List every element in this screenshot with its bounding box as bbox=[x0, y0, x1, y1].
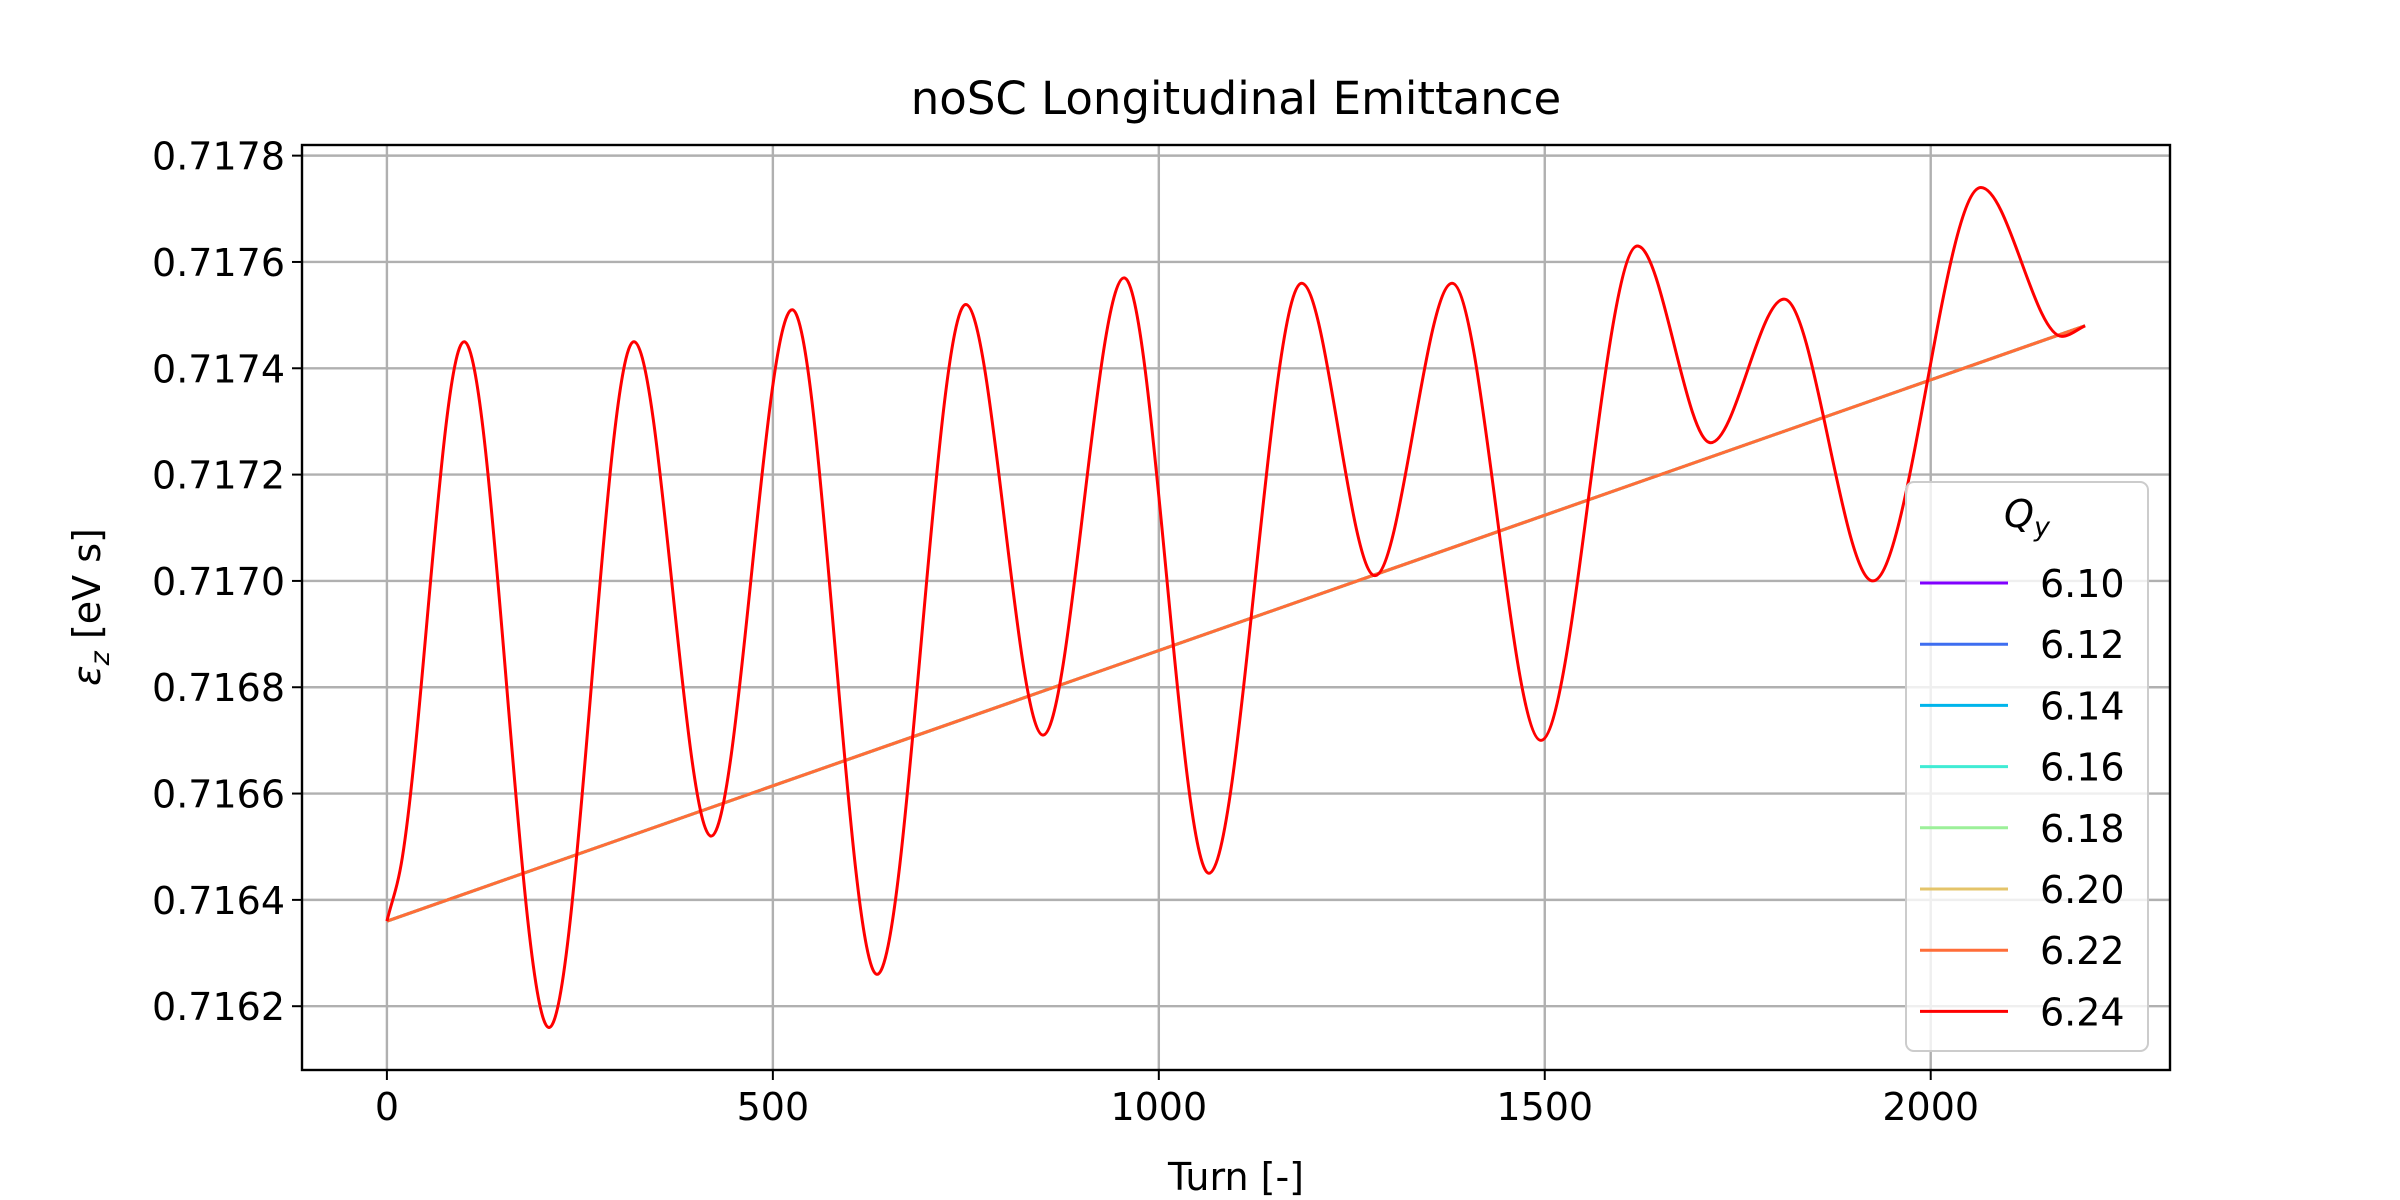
x-tick-label: 1000 bbox=[1110, 1085, 1207, 1129]
legend-label: 6.22 bbox=[2040, 929, 2125, 973]
y-axis-label: εz [eV s] bbox=[65, 528, 116, 686]
y-tick-label: 0.7174 bbox=[152, 347, 285, 391]
y-axis-label-symbol: ε bbox=[65, 665, 109, 686]
legend-entries: 6.10 6.12 6.14 6.16 6.18 6.20 6.22 6.24 bbox=[1920, 562, 2125, 1034]
x-tick-label: 2000 bbox=[1882, 1085, 1979, 1129]
legend-frame bbox=[1905, 481, 2149, 1052]
x-tick-label: 500 bbox=[737, 1085, 810, 1129]
legend-title-symbol: Q bbox=[2004, 492, 2034, 536]
series-layer bbox=[385, 186, 2086, 1029]
legend-label: 6.18 bbox=[2040, 807, 2125, 851]
legend-label: 6.14 bbox=[2040, 684, 2125, 728]
x-tick-label: 0 bbox=[375, 1085, 399, 1129]
legend-label: 6.24 bbox=[2040, 990, 2125, 1034]
y-tick-label: 0.7164 bbox=[152, 879, 285, 923]
y-axis-label-unit: [eV s] bbox=[65, 528, 109, 651]
legend-label: 6.20 bbox=[2040, 868, 2125, 912]
grid bbox=[302, 145, 2170, 1070]
y-axis-label-subscript: z bbox=[85, 650, 116, 666]
legend-label: 6.12 bbox=[2040, 623, 2125, 667]
x-axis-label: Turn [-] bbox=[1167, 1155, 1304, 1199]
plot-area-frame bbox=[300, 143, 2172, 1072]
chart-title: noSC Longitudinal Emittance bbox=[911, 72, 1561, 125]
axis-ticks: 0 500 1000 1500 2000 0.7162 0.7164 0.7166 0.7168… bbox=[152, 135, 1979, 1129]
legend-title-subscript: y bbox=[2033, 512, 2051, 543]
series-line-6.22 bbox=[386, 324, 2086, 923]
y-tick-label: 0.7166 bbox=[152, 773, 285, 817]
y-tick-label: 0.7178 bbox=[152, 135, 285, 179]
legend-title: Qy bbox=[2004, 492, 2051, 543]
legend-label: 6.16 bbox=[2040, 746, 2125, 790]
y-tick-label: 0.7172 bbox=[152, 454, 285, 498]
y-tick-label: 0.7176 bbox=[152, 241, 285, 285]
y-tick-label: 0.7168 bbox=[152, 666, 285, 710]
x-tick-label: 1500 bbox=[1496, 1085, 1593, 1129]
y-tick-label: 0.7170 bbox=[152, 560, 285, 604]
y-tick-label: 0.7162 bbox=[152, 985, 285, 1029]
legend: Qy 6.10 6.12 6.14 6.16 6.18 6.20 6.22 6.24 bbox=[1905, 481, 2149, 1052]
series-line-6.24 bbox=[385, 186, 2086, 1029]
legend-label: 6.10 bbox=[2040, 562, 2125, 606]
